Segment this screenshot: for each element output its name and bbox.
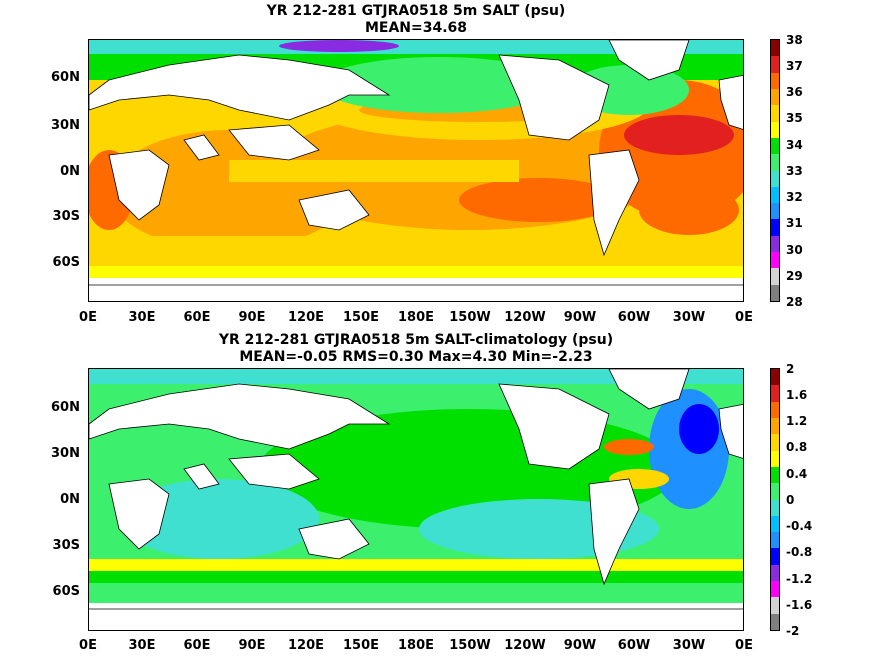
top-lat-label-30s: 30S <box>52 209 80 224</box>
top-colorbar-label: 34 <box>786 138 803 152</box>
bottom-lon-label: 90W <box>563 638 597 653</box>
bottom-lon-label: 60W <box>617 638 651 653</box>
top-colorbar-label: 35 <box>786 111 803 125</box>
colorbar-segment <box>771 385 779 402</box>
bottom-colorbar-label: 1.6 <box>786 388 808 402</box>
colorbar-segment <box>771 186 779 204</box>
bottom-colorbar-label: -0.4 <box>786 519 813 533</box>
colorbar-segment <box>771 483 779 500</box>
colorbar-segment <box>771 219 779 236</box>
bottom-lat-label-30n: 30N <box>51 446 80 461</box>
top-lat-label-60s: 60S <box>52 255 80 270</box>
top-colorbar-label: 28 <box>786 295 803 309</box>
colorbar-segment <box>771 532 779 549</box>
top-colorbar <box>770 39 780 302</box>
top-lon-label: 120E <box>287 310 325 325</box>
top-lon-label: 180E <box>397 310 435 325</box>
bottom-map-title: YR 212-281 GTJRA0518 5m SALT-climatology… <box>218 332 614 348</box>
top-colorbar-label: 32 <box>786 190 803 204</box>
colorbar-segment <box>771 203 779 220</box>
top-colorbar-label: 31 <box>786 216 803 230</box>
colorbar-segment <box>771 252 779 269</box>
bottom-colorbar-label: 1.2 <box>786 414 808 428</box>
top-lon-label: 120W <box>504 310 546 325</box>
top-lon-label: 90W <box>563 310 597 325</box>
colorbar-segment <box>771 597 779 614</box>
bottom-lon-label: 30W <box>672 638 706 653</box>
bottom-colorbar-label: 2 <box>786 362 795 376</box>
top-lon-label: 90E <box>238 310 266 325</box>
colorbar-segment <box>771 417 779 435</box>
top-lon-label: 60W <box>617 310 651 325</box>
top-lon-label: 0E <box>735 310 753 325</box>
colorbar-segment <box>771 40 779 57</box>
bottom-lat-label-0n: 0N <box>60 492 80 507</box>
top-lat-label-0n: 0N <box>60 164 80 179</box>
top-lon-label: 30E <box>128 310 156 325</box>
bottom-lon-label: 0E <box>79 638 97 653</box>
top-lat-label-30n: 30N <box>51 118 80 133</box>
top-colorbar-label: 37 <box>786 59 803 73</box>
colorbar-segment <box>771 284 779 301</box>
top-map-title: YR 212-281 GTJRA0518 5m SALT (psu) <box>266 3 566 19</box>
top-colorbar-label: 29 <box>786 269 803 283</box>
colorbar-segment <box>771 121 779 138</box>
colorbar-segment <box>771 499 779 516</box>
top-colorbar-label: 38 <box>786 33 803 47</box>
colorbar-segment <box>771 548 779 565</box>
top-map-subtitle: MEAN=34.68 <box>364 20 468 36</box>
bottom-lon-label: 30E <box>128 638 156 653</box>
bottom-lon-label: 150W <box>449 638 491 653</box>
bottom-colorbar-label: -1.2 <box>786 572 813 586</box>
bottom-lon-label: 90E <box>238 638 266 653</box>
colorbar-segment <box>771 72 779 89</box>
bottom-lon-label: 150E <box>342 638 380 653</box>
top-lon-label: 150W <box>449 310 491 325</box>
colorbar-segment <box>771 268 779 285</box>
colorbar-segment <box>771 88 779 106</box>
bottom-lon-label: 0E <box>735 638 753 653</box>
colorbar-segment <box>771 401 779 418</box>
colorbar-segment <box>771 450 779 467</box>
top-colorbar-label: 36 <box>786 85 803 99</box>
colorbar-segment <box>771 369 779 386</box>
top-colorbar-label: 33 <box>786 164 803 178</box>
bottom-lat-label-60s: 60S <box>52 584 80 599</box>
bottom-colorbar-label: 0.4 <box>786 467 808 481</box>
bottom-lon-label: 180E <box>397 638 435 653</box>
colorbar-segment <box>771 613 779 630</box>
bottom-lon-label: 60E <box>183 638 211 653</box>
bottom-colorbar-label: 0 <box>786 493 795 507</box>
colorbar-segment <box>771 434 779 451</box>
top-colorbar-label: 30 <box>786 243 803 257</box>
colorbar-segment <box>771 564 779 582</box>
colorbar-segment <box>771 154 779 171</box>
bottom-lon-label: 120E <box>287 638 325 653</box>
bottom-colorbar-label: 0.8 <box>786 440 808 454</box>
bottom-lat-label-30s: 30S <box>52 538 80 553</box>
bottom-colorbar-label: -0.8 <box>786 545 813 559</box>
bottom-map-subtitle: MEAN=-0.05 RMS=0.30 Max=4.30 Min=-2.23 <box>239 349 593 365</box>
top-lat-label-60n: 60N <box>51 70 80 85</box>
colorbar-segment <box>771 581 779 598</box>
bottom-colorbar <box>770 368 780 631</box>
top-lon-label: 30W <box>672 310 706 325</box>
colorbar-segment <box>771 105 779 122</box>
bottom-lat-label-60n: 60N <box>51 400 80 415</box>
bottom-lon-label: 120W <box>504 638 546 653</box>
colorbar-segment <box>771 466 779 484</box>
colorbar-segment <box>771 137 779 155</box>
bottom-colorbar-label: -2 <box>786 624 800 638</box>
colorbar-segment <box>771 235 779 253</box>
colorbar-segment <box>771 170 779 187</box>
top-lon-label: 150E <box>342 310 380 325</box>
bottom-salinity-anomaly-map <box>88 368 744 631</box>
top-lon-label: 60E <box>183 310 211 325</box>
top-lon-label: 0E <box>79 310 97 325</box>
bottom-colorbar-label: -1.6 <box>786 598 813 612</box>
colorbar-segment <box>771 56 779 73</box>
colorbar-segment <box>771 515 779 533</box>
top-salinity-map <box>88 39 744 302</box>
